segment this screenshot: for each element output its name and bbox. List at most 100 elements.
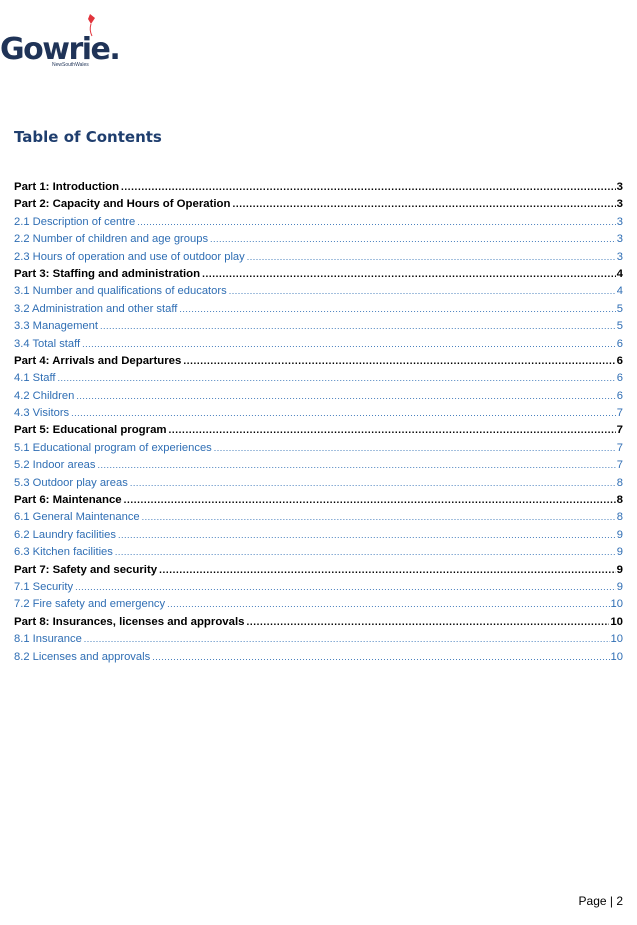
toc-page-number: 10 — [610, 615, 623, 628]
toc-entry-label: 7.1 Security — [14, 580, 74, 593]
toc-entry-label: 3.1 Number and qualifications of educato… — [14, 285, 227, 298]
toc-entry-label: 6.3 Kitchen facilities — [14, 546, 113, 559]
toc-entry-label: 2.2 Number of children and age groups — [14, 233, 209, 246]
toc-entry-label: 3.3 Management — [14, 320, 98, 333]
toc-page-number: 7 — [616, 424, 623, 437]
toc-entry-label: 4.2 Children — [14, 389, 75, 402]
toc-dot-leader — [202, 266, 616, 283]
toc-entry-label: 7.2 Fire safety and emergency — [14, 598, 166, 611]
toc-dot-leader — [214, 440, 616, 457]
toc-subsection-link[interactable]: 2.3 Hours of operation and use of outdoo… — [14, 249, 623, 266]
logo-subtitle: NewSouthWales — [52, 62, 89, 68]
logo-wordmark: Gowrie. — [0, 32, 121, 67]
toc-page-number: 5 — [616, 320, 623, 333]
toc-page-number: 8 — [616, 494, 623, 507]
toc-dot-leader — [169, 422, 616, 439]
toc-dot-leader — [76, 388, 615, 405]
toc-dot-leader — [115, 544, 616, 561]
toc-subsection-link[interactable]: 5.3 Outdoor play areas 8 — [14, 475, 623, 492]
toc-page-number: 9 — [616, 546, 623, 559]
toc-dot-leader — [137, 214, 616, 231]
toc-entry-label: 5.2 Indoor areas — [14, 459, 96, 472]
toc-subsection-link[interactable]: 5.2 Indoor areas 7 — [14, 457, 623, 474]
toc-page-number: 3 — [616, 198, 623, 211]
toc-subsection-link[interactable]: 5.1 Educational program of experiences 7 — [14, 440, 623, 457]
toc-subsection-link[interactable]: 4.3 Visitors 7 — [14, 405, 623, 422]
toc-subsection-link[interactable]: 6.1 General Maintenance 8 — [14, 509, 623, 526]
toc-page-number: 7 — [616, 441, 623, 454]
toc-entry-label: 2.3 Hours of operation and use of outdoo… — [14, 250, 245, 263]
toc-page-number: 6 — [616, 372, 623, 385]
toc-dot-leader — [142, 509, 616, 526]
toc-page-number: 10 — [610, 650, 623, 663]
toc-entry-label: 5.3 Outdoor play areas — [14, 476, 128, 489]
toc-part-entry[interactable]: Part 2: Capacity and Hours of Operation 3 — [14, 196, 623, 213]
toc-subsection-link[interactable]: 3.2 Administration and other staff 5 — [14, 301, 623, 318]
toc-page-number: 9 — [616, 563, 623, 576]
toc-subsection-link[interactable]: 3.4 Total staff 6 — [14, 336, 623, 353]
toc-subsection-link[interactable]: 7.2 Fire safety and emergency 10 — [14, 596, 623, 613]
toc-dot-leader — [130, 475, 616, 492]
toc-subsection-link[interactable]: 3.1 Number and qualifications of educato… — [14, 283, 623, 300]
toc-page-number: 3 — [616, 215, 623, 228]
toc-part-entry[interactable]: Part 6: Maintenance 8 — [14, 492, 623, 509]
toc-page-number: 8 — [616, 511, 623, 524]
toc-dot-leader — [229, 283, 616, 300]
toc-page-number: 7 — [616, 407, 623, 420]
toc-dot-leader — [84, 631, 610, 648]
toc-dot-leader — [179, 301, 615, 318]
toc-part-entry[interactable]: Part 5: Educational program 7 — [14, 422, 623, 439]
toc-dot-leader — [167, 596, 609, 613]
toc-entry-label: 8.2 Licenses and approvals — [14, 650, 151, 663]
toc-page-number: 6 — [616, 354, 623, 367]
toc-page-number: 8 — [616, 476, 623, 489]
toc-dot-leader — [210, 231, 616, 248]
toc-part-entry[interactable]: Part 8: Insurances, licenses and approva… — [14, 614, 623, 631]
toc-page-number: 10 — [610, 633, 623, 646]
toc-dot-leader — [71, 405, 616, 422]
toc-page-number: 7 — [616, 459, 623, 472]
toc-page-number: 6 — [616, 389, 623, 402]
toc-entry-label: 6.2 Laundry facilities — [14, 528, 116, 541]
toc-subsection-link[interactable]: 6.3 Kitchen facilities 9 — [14, 544, 623, 561]
toc-dot-leader — [75, 579, 616, 596]
toc-page-number: 3 — [616, 233, 623, 246]
toc-page-number: 9 — [616, 528, 623, 541]
toc-subsection-link[interactable]: 3.3 Management 5 — [14, 318, 623, 335]
toc-dot-leader — [183, 353, 615, 370]
toc-entry-label: Part 3: Staffing and administration — [14, 267, 201, 280]
toc-entry-label: 3.2 Administration and other staff — [14, 302, 178, 315]
toc-dot-leader — [57, 370, 615, 387]
toc-entry-label: 2.1 Description of centre — [14, 215, 136, 228]
toc-subsection-link[interactable]: 4.1 Staff 6 — [14, 370, 623, 387]
toc-subsection-link[interactable]: 2.1 Description of centre 3 — [14, 214, 623, 231]
toc-title: Table of Contents — [14, 128, 162, 146]
toc-page-number: 6 — [616, 337, 623, 350]
toc-entry-label: Part 6: Maintenance — [14, 494, 122, 507]
toc-dot-leader — [82, 336, 616, 353]
toc-subsection-link[interactable]: 7.1 Security 9 — [14, 579, 623, 596]
toc-entry-label: Part 2: Capacity and Hours of Operation — [14, 198, 231, 211]
toc-part-entry[interactable]: Part 3: Staffing and administration 4 — [14, 266, 623, 283]
toc-dot-leader — [152, 649, 609, 666]
toc-entry-label: 8.1 Insurance — [14, 633, 82, 646]
toc-page-number: 5 — [616, 302, 623, 315]
toc-part-entry[interactable]: Part 7: Safety and security 9 — [14, 562, 623, 579]
toc-subsection-link[interactable]: 8.2 Licenses and approvals 10 — [14, 649, 623, 666]
toc-subsection-link[interactable]: 4.2 Children 6 — [14, 388, 623, 405]
toc-entry-label: Part 1: Introduction — [14, 181, 120, 193]
toc-part-entry[interactable]: Part 4: Arrivals and Departures 6 — [14, 353, 623, 370]
toc-page-number: 3 — [616, 250, 623, 263]
toc-page-number: 4 — [616, 285, 623, 298]
table-of-contents: Part 1: Introduction3Part 2: Capacity an… — [14, 179, 623, 666]
toc-dot-leader — [100, 318, 616, 335]
kite-icon — [88, 14, 95, 37]
gowrie-logo: Gowrie. NewSouthWales — [0, 12, 121, 72]
toc-entry-label: 3.4 Total staff — [14, 337, 81, 350]
toc-subsection-link[interactable]: 6.2 Laundry facilities 9 — [14, 527, 623, 544]
toc-entry-label: Part 7: Safety and security — [14, 563, 158, 576]
toc-dot-leader — [118, 527, 616, 544]
toc-subsection-link[interactable]: 8.1 Insurance 10 — [14, 631, 623, 648]
toc-subsection-link[interactable]: 2.2 Number of children and age groups 3 — [14, 231, 623, 248]
toc-part-entry[interactable]: Part 1: Introduction 3 — [14, 179, 623, 196]
